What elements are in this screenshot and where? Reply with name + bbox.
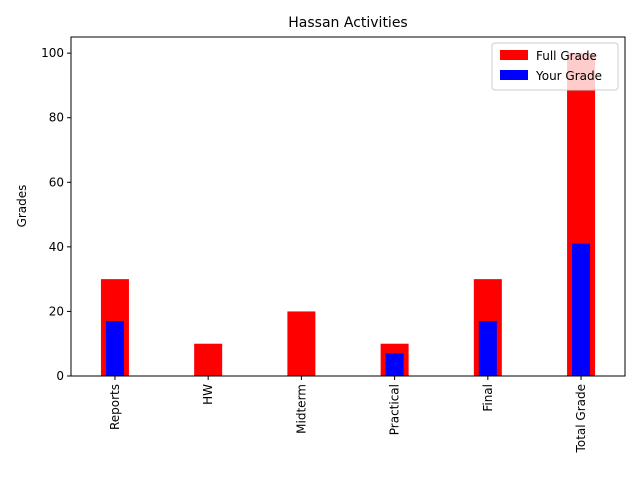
bar-your-grade — [478, 321, 497, 376]
legend: Full Grade Your Grade — [491, 42, 619, 91]
plot-frame — [70, 36, 626, 377]
y-axis: 0 20 40 60 80 100 — [41, 46, 71, 383]
x-tick-label: Practical — [388, 384, 402, 435]
y-tick-label: 80 — [49, 111, 64, 125]
bar-your-grade — [572, 243, 591, 376]
legend-swatch — [500, 50, 528, 60]
legend-swatch — [500, 70, 528, 80]
x-axis: Reports HW Midterm Practical Final Total Grad… — [108, 376, 588, 453]
bars-layer — [100, 53, 596, 377]
x-tick-label: Reports — [108, 384, 122, 430]
y-tick-label: 60 — [49, 175, 64, 189]
legend-label: Your Grade — [535, 69, 602, 83]
y-tick-label: 0 — [56, 369, 64, 383]
y-tick-label: 40 — [49, 240, 64, 254]
y-axis-label: Grades — [15, 185, 29, 228]
bar-your-grade — [105, 321, 124, 376]
bar-your-grade — [385, 353, 404, 376]
x-tick-label: Final — [481, 384, 495, 412]
x-tick-label: HW — [201, 384, 215, 405]
bar-full-grade — [194, 343, 223, 376]
x-tick-label: Midterm — [294, 384, 308, 434]
y-tick-label: 20 — [49, 304, 64, 318]
bar-full-grade — [287, 311, 316, 376]
y-tick-label: 100 — [41, 46, 64, 60]
legend-label: Full Grade — [536, 49, 597, 63]
x-tick-label: Total Grade — [574, 384, 588, 453]
chart-title: Hassan Activities — [288, 15, 407, 31]
